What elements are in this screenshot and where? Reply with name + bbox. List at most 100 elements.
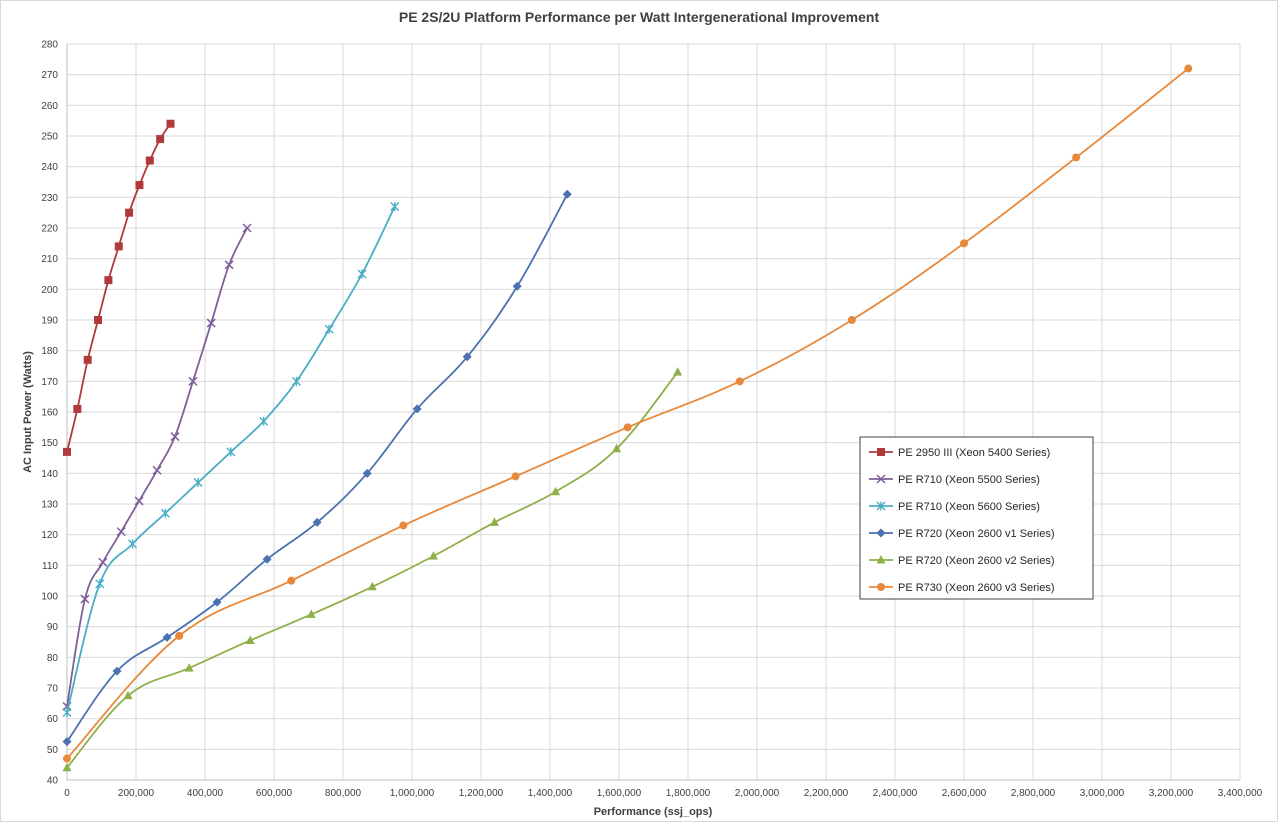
y-tick-label: 90: [47, 622, 59, 633]
series-2: [62, 223, 252, 711]
legend-entry: PE R730 (Xeon 2600 v3 Series): [869, 582, 1055, 594]
data-point: [184, 663, 194, 672]
legend-label: PE R730 (Xeon 2600 v3 Series): [898, 582, 1055, 594]
data-point: [312, 517, 322, 527]
y-tick-label: 270: [41, 70, 58, 81]
data-point: [83, 355, 92, 364]
y-axis-label: AC Input Power (Watts): [22, 351, 34, 473]
data-point: [877, 583, 885, 591]
x-tick-label: 600,000: [256, 788, 293, 799]
y-tick-label: 140: [41, 469, 58, 480]
x-tick-label: 1,000,000: [390, 788, 435, 799]
legend-box: [859, 436, 1094, 600]
data-point: [877, 448, 885, 456]
x-tick-label: 3,000,000: [1080, 788, 1125, 799]
data-point: [876, 501, 886, 511]
x-tick-label: 2,400,000: [873, 788, 918, 799]
data-point: [876, 474, 886, 484]
data-point: [80, 594, 90, 604]
x-tick-label: 800,000: [325, 788, 362, 799]
data-point: [226, 447, 236, 457]
data-point: [245, 635, 255, 644]
legend-entry: PE R720 (Xeon 2600 v1 Series): [869, 528, 1055, 540]
y-tick-label: 150: [41, 438, 58, 449]
x-tick-label: 1,800,000: [666, 788, 711, 799]
data-point: [242, 223, 252, 233]
data-point: [98, 557, 108, 567]
y-tick-label: 180: [41, 346, 58, 357]
data-point: [123, 690, 133, 700]
data-point: [162, 632, 172, 642]
y-tick-label: 160: [41, 408, 58, 419]
data-point: [135, 181, 144, 190]
data-point: [367, 581, 377, 591]
data-point: [462, 352, 472, 362]
x-tick-label: 1,600,000: [597, 788, 642, 799]
data-point: [112, 666, 122, 676]
y-tick-label: 80: [47, 653, 59, 664]
series-3: [62, 202, 400, 718]
data-point: [94, 316, 103, 324]
legend-label: PE R720 (Xeon 2600 v2 Series): [898, 555, 1055, 567]
y-tick-label: 250: [41, 132, 58, 143]
data-point: [175, 631, 184, 640]
y-tick-label: 100: [41, 592, 58, 603]
x-axis-label: Performance (ssj_ops): [594, 806, 713, 818]
data-point: [145, 156, 154, 165]
data-point: [735, 377, 744, 386]
data-point: [291, 376, 301, 386]
data-point: [876, 528, 886, 538]
data-point: [188, 376, 198, 386]
data-point: [170, 432, 180, 442]
data-point: [562, 189, 572, 199]
legend-entry: PE 2950 III (Xeon 5400 Series): [869, 447, 1050, 459]
y-tick-label: 170: [41, 377, 58, 388]
data-point: [847, 316, 856, 324]
y-tick-label: 280: [41, 40, 58, 51]
chart-title: PE 2S/2U Platform Performance per Watt I…: [399, 9, 880, 25]
data-point: [673, 367, 683, 376]
data-point: [116, 527, 126, 537]
y-tick-label: 120: [41, 530, 58, 541]
data-point: [152, 465, 162, 475]
data-point: [399, 521, 408, 530]
data-point: [104, 276, 113, 285]
y-tick-label: 110: [42, 561, 58, 572]
data-point: [551, 486, 561, 496]
y-tick-label: 190: [41, 316, 58, 327]
data-point: [63, 447, 71, 456]
data-point: [62, 762, 72, 772]
data-point: [324, 324, 334, 334]
y-tick-label: 60: [47, 714, 59, 725]
legend-label: PE R710 (Xeon 5600 Series): [898, 501, 1040, 513]
x-tick-label: 2,200,000: [804, 788, 849, 799]
data-point: [73, 404, 82, 413]
data-point: [114, 242, 123, 251]
x-tick-label: 200,000: [118, 788, 155, 799]
data-point: [362, 468, 372, 478]
data-point: [511, 472, 520, 481]
y-tick-label: 130: [41, 500, 58, 511]
y-tick-label: 220: [41, 224, 58, 235]
x-tick-label: 2,800,000: [1011, 788, 1056, 799]
legend-entry: PE R720 (Xeon 2600 v2 Series): [869, 555, 1055, 567]
series-5: [62, 367, 683, 772]
data-point: [623, 423, 632, 432]
y-tick-label: 50: [47, 745, 59, 756]
data-point: [876, 555, 886, 564]
x-tick-label: 3,400,000: [1218, 788, 1263, 799]
data-point: [166, 119, 175, 128]
x-tick-label: 2,600,000: [942, 788, 987, 799]
y-tick-label: 240: [41, 162, 58, 173]
data-point: [489, 517, 499, 526]
data-point: [428, 551, 438, 560]
data-point: [125, 208, 134, 217]
data-point: [357, 269, 367, 279]
y-tick-label: 260: [41, 101, 58, 112]
gridlines: [66, 43, 1241, 781]
data-point: [1184, 64, 1193, 73]
x-tick-label: 400,000: [187, 788, 224, 799]
data-point: [960, 239, 968, 248]
series-lines: [62, 64, 1193, 772]
